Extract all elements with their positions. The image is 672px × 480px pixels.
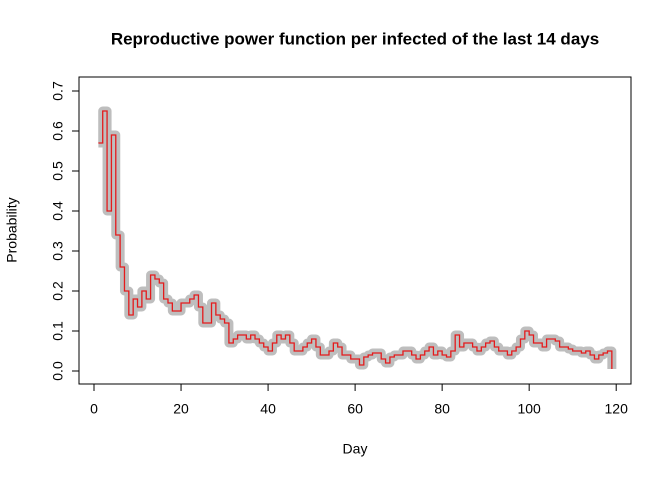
x-axis-label: Day (343, 441, 368, 457)
y-tick-label: 0.2 (50, 281, 66, 301)
chart-title: Reproductive power function per infected… (111, 29, 599, 48)
x-tick-label: 80 (434, 401, 450, 417)
y-axis-label: Probability (4, 197, 20, 262)
x-tick-label: 0 (90, 401, 98, 417)
y-tick-label: 0.4 (50, 201, 66, 221)
y-tick-label: 0.1 (50, 321, 66, 341)
x-tick-label: 20 (173, 401, 189, 417)
x-tick-label: 120 (605, 401, 629, 417)
y-tick-label: 0.5 (50, 161, 66, 181)
x-tick-label: 60 (347, 401, 363, 417)
y-tick-label: 0.0 (50, 361, 66, 381)
x-tick-label: 40 (260, 401, 276, 417)
y-tick-label: 0.7 (50, 81, 66, 101)
y-tick-label: 0.3 (50, 241, 66, 261)
spread-band (98, 106, 617, 370)
y-tick-label: 0.6 (50, 121, 66, 141)
step-line (98, 110, 613, 369)
x-tick-label: 100 (517, 401, 541, 417)
